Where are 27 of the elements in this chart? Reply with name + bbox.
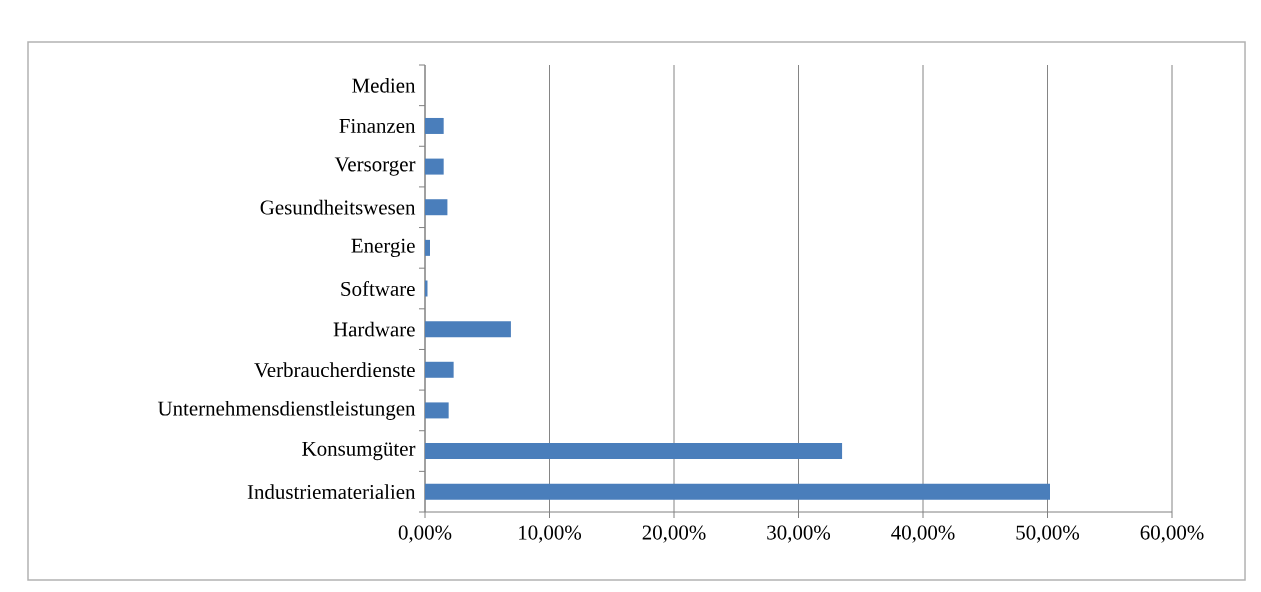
x-tick-label: 60,00%	[1140, 525, 1204, 543]
y-tick-label: Unternehmensdienstleistungen	[157, 400, 416, 420]
bar	[425, 361, 454, 378]
bar	[425, 402, 449, 419]
y-tick-label: Industriematerialien	[247, 484, 416, 500]
y-tick-label: Konsumgüter	[302, 441, 416, 461]
y-tick-label: Versorger	[334, 157, 416, 176]
bar	[425, 321, 511, 338]
y-tick-label: Hardware	[333, 321, 415, 337]
x-tick-label: 40,00%	[891, 525, 955, 543]
x-tick-label: 0,00%	[398, 525, 452, 543]
y-tick-label: Medien	[352, 77, 416, 93]
y-tick-label: Gesundheitswesen	[260, 199, 416, 215]
bar	[425, 158, 444, 175]
x-tick-label: 50,00%	[1016, 525, 1080, 543]
x-tick-label: 20,00%	[642, 525, 706, 543]
y-tick-label: Verbraucherdienste	[254, 362, 415, 378]
bar	[425, 483, 1050, 500]
x-tick-label: 30,00%	[767, 525, 831, 543]
y-tick-label: Software	[341, 281, 415, 296]
y-tick-label: Energie	[351, 238, 415, 258]
bar	[425, 443, 843, 460]
bar	[425, 199, 448, 216]
bar	[425, 239, 430, 256]
y-tick-label: Finanzen	[339, 118, 416, 133]
x-tick-label: 10,00%	[519, 525, 582, 543]
bar	[425, 117, 444, 134]
